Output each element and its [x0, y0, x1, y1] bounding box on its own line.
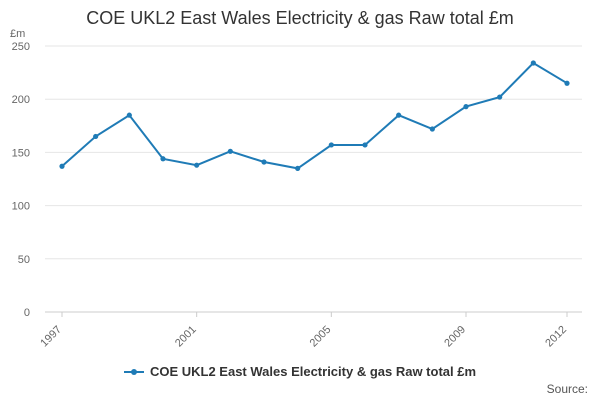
data-point[interactable] — [227, 148, 233, 154]
y-tick-label: 200 — [12, 94, 30, 106]
x-tick-label: 2005 — [308, 324, 334, 350]
data-point[interactable] — [463, 104, 469, 110]
y-tick-label: 50 — [18, 254, 30, 266]
data-point[interactable] — [126, 112, 132, 118]
y-tick-label: 250 — [12, 41, 30, 53]
x-tick-label: 1997 — [38, 324, 64, 350]
y-tick-label: 100 — [12, 201, 30, 213]
data-point[interactable] — [160, 156, 166, 162]
y-axis: £m 0 50 100 150 200 250 — [10, 28, 30, 319]
data-point[interactable] — [429, 126, 435, 132]
data-point[interactable] — [362, 142, 368, 148]
series-group — [59, 60, 570, 171]
series-line — [61, 61, 568, 170]
data-point[interactable] — [497, 94, 503, 100]
data-point[interactable] — [396, 112, 402, 118]
source-label: Source: — [546, 382, 588, 396]
x-tick-label: 2009 — [442, 324, 468, 350]
grid-lines — [45, 45, 582, 313]
data-point[interactable] — [93, 133, 99, 140]
y-axis-label: £m — [10, 28, 25, 40]
data-point[interactable] — [328, 142, 334, 148]
data-point[interactable] — [564, 80, 570, 86]
data-point[interactable] — [194, 162, 200, 168]
chart-title: COE UKL2 East Wales Electricity & gas Ra… — [86, 8, 514, 28]
x-axis: 1997 2001 2005 2009 2012 — [38, 312, 569, 349]
x-tick-label: 2012 — [543, 324, 569, 350]
y-tick-label: 0 — [24, 307, 30, 319]
legend[interactable]: COE UKL2 East Wales Electricity & gas Ra… — [0, 364, 600, 379]
data-point[interactable] — [530, 60, 536, 66]
x-tick-label: 2001 — [173, 324, 199, 350]
legend-label: COE UKL2 East Wales Electricity & gas Ra… — [149, 364, 477, 379]
data-point[interactable] — [295, 165, 301, 171]
y-tick-label: 150 — [12, 147, 30, 159]
data-point[interactable] — [261, 159, 267, 165]
legend-swatch-icon — [123, 367, 144, 377]
data-point[interactable] — [59, 163, 65, 169]
